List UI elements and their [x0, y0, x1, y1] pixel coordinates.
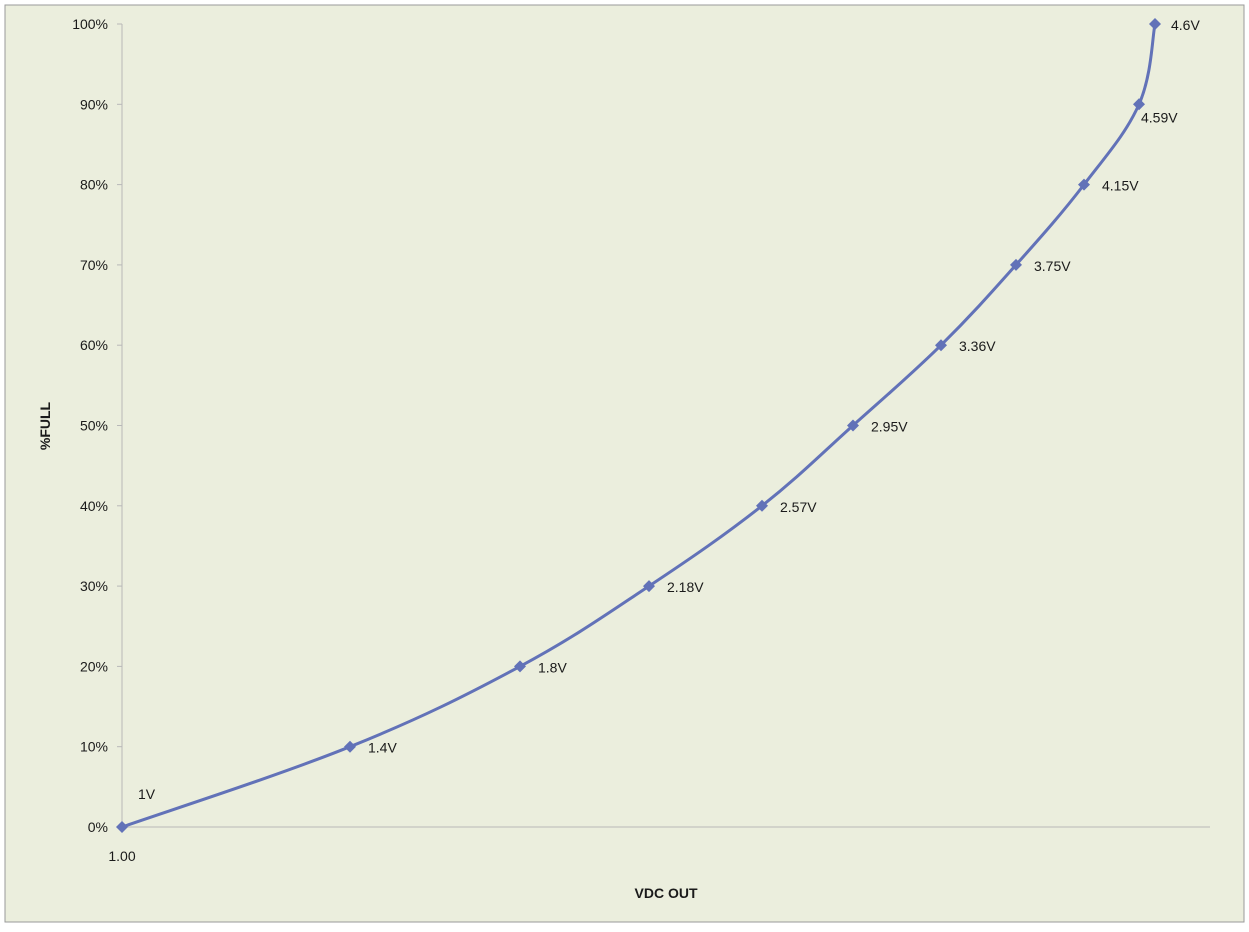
data-markers [116, 18, 1161, 833]
data-label: 2.95V [871, 419, 908, 435]
data-point-marker [1078, 178, 1090, 191]
data-point-marker [756, 499, 768, 512]
y-axis-title: %FULL [37, 401, 53, 450]
data-point-marker [847, 419, 859, 432]
y-tick-label: 20% [80, 658, 108, 674]
data-label: 2.18V [667, 579, 704, 595]
data-point-marker [1010, 258, 1022, 271]
data-point-marker [643, 580, 655, 593]
data-label: 3.36V [959, 338, 996, 354]
data-label: 4.6V [1171, 17, 1200, 33]
data-label: 1V [138, 786, 156, 802]
data-point-marker [344, 740, 356, 753]
y-tick-label: 0% [88, 819, 108, 835]
y-tick-label: 100% [72, 16, 108, 32]
y-tick-label: 40% [80, 498, 108, 514]
data-labels: 1V 1.4V 1.8V 2.18V 2.57V 2.95V 3.36V 3.75V 4.15V… [138, 17, 1200, 802]
y-tick-label: 90% [80, 96, 108, 112]
data-point-marker [514, 660, 526, 673]
data-label: 3.75V [1034, 258, 1071, 274]
data-label: 4.59V [1141, 109, 1178, 125]
data-point-marker [1149, 18, 1161, 30]
y-tick-label: 10% [80, 739, 108, 755]
x-tick-label: 1.00 [108, 848, 135, 864]
tick-labels: 0% 10% 20% 30% 40% 50% 60% 70% 80% 90% 100% 1.00 [72, 16, 136, 864]
data-label: 2.57V [780, 499, 817, 515]
data-point-marker [1133, 98, 1145, 111]
data-label: 1.8V [538, 659, 567, 675]
y-tick-label: 30% [80, 578, 108, 594]
y-tick-label: 80% [80, 177, 108, 193]
data-label: 4.15V [1102, 178, 1139, 194]
x-axis-title: VDC OUT [635, 885, 698, 901]
data-point-marker [116, 821, 128, 833]
y-tick-label: 60% [80, 337, 108, 353]
data-label: 1.4V [368, 740, 397, 756]
chart-background [4, 4, 1245, 923]
y-tick-label: 50% [80, 418, 108, 434]
data-point-marker [935, 339, 947, 352]
y-tick-label: 70% [80, 257, 108, 273]
